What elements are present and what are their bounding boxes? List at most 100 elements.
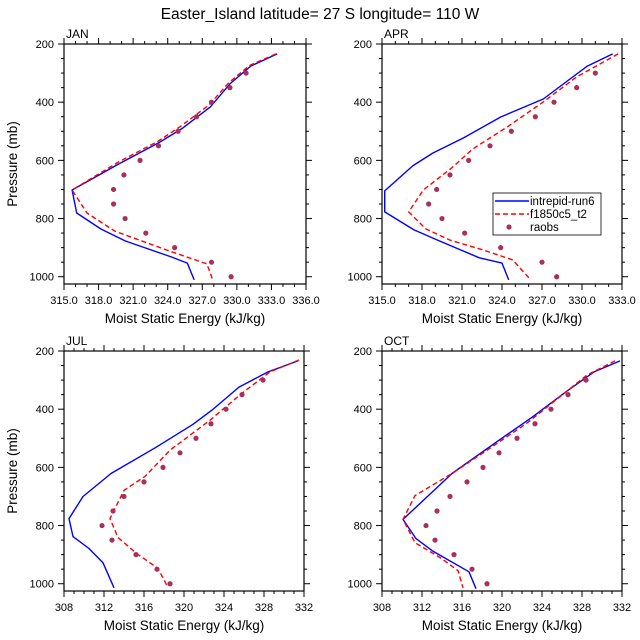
plot-frame <box>63 43 307 285</box>
x-axis-label: Moist Static Energy (kJ/kg) <box>422 618 583 633</box>
raobs-point <box>426 201 432 207</box>
x-tick-label: 318.0 <box>408 295 436 307</box>
y-tick-label: 400 <box>354 404 372 416</box>
raobs-point <box>110 508 116 514</box>
raobs-point <box>155 143 162 149</box>
x-tick-label: 320 <box>175 602 193 614</box>
raobs-point <box>121 172 127 178</box>
x-tick-label: 315.0 <box>368 295 396 307</box>
raobs-point <box>464 479 470 485</box>
raobs-point <box>110 201 117 207</box>
raobs-point <box>462 230 468 236</box>
series-group <box>384 53 619 281</box>
legend-label: raobs <box>530 222 559 234</box>
y-axis-label: Pressure (mb) <box>5 121 20 207</box>
raobs-point <box>432 537 438 543</box>
raobs-point <box>172 245 178 251</box>
raobs-point <box>175 128 181 134</box>
raobs-point <box>514 435 520 441</box>
y-axis-label: Pressure (mb) <box>5 428 20 514</box>
y-tick-label: 200 <box>36 346 54 358</box>
raobs-point <box>423 522 429 529</box>
raobs-point <box>583 377 589 383</box>
x-tick-label: 320 <box>493 602 511 614</box>
raobs-point <box>487 143 493 149</box>
intrepid-run6-line <box>384 53 614 281</box>
y-tick-label: 600 <box>354 462 372 474</box>
raobs-point <box>160 464 166 470</box>
panel-jul: JUL 308 312 316 320 324 328 332 200 400 600 800 1000… <box>5 334 313 633</box>
raobs-point <box>227 85 233 91</box>
raobs-point <box>122 215 128 222</box>
raobs-point <box>532 421 538 427</box>
y-tick-label: 800 <box>36 521 54 533</box>
legend-label: f1850c5_t2 <box>530 209 587 221</box>
x-tick-label: 321.0 <box>448 295 476 307</box>
figure-title: Easter_Island latitude= 27 S longitude= … <box>161 6 480 23</box>
raobs-point <box>574 85 580 91</box>
plot-frame <box>63 350 305 592</box>
raobs-point <box>208 421 214 427</box>
panel-jan: JAN 315.0 318.0 321.0 324.0 327.0 330.0 333.0 33… <box>5 27 320 326</box>
x-tick-label: 333.0 <box>608 295 636 307</box>
raobs-point <box>434 508 440 514</box>
y-tick-label: 1000 <box>30 272 54 284</box>
x-axis-label: Moist Static Energy (kJ/kg) <box>422 311 583 326</box>
raobs-point <box>121 493 127 500</box>
y-tick-label: 200 <box>36 39 54 51</box>
f1850c5-t2-line <box>71 53 277 281</box>
y-tick-label: 1000 <box>348 272 372 284</box>
panel-apr: APR 315.0 318.0 321.0 324.0 327.0 330.0 333.0 20… <box>348 27 636 326</box>
raobs-point <box>439 215 445 222</box>
raobs-point <box>554 274 560 280</box>
series-group <box>71 53 278 281</box>
legend-marker-raobs <box>506 224 512 230</box>
y-tick-label: 800 <box>354 214 372 226</box>
y-tick-label: 400 <box>36 97 54 109</box>
raobs-point <box>177 450 183 456</box>
x-tick-label: 332 <box>613 602 631 614</box>
raobs-point <box>469 566 475 572</box>
panel-title: JAN <box>66 27 89 41</box>
panel-title: OCT <box>384 334 410 348</box>
f1850c5-t2-line <box>408 53 619 280</box>
y-tick-label: 200 <box>354 346 372 358</box>
x-tick-label: 312 <box>95 602 113 614</box>
plot-frame <box>381 350 623 592</box>
raobs-point <box>208 99 215 105</box>
raobs-point <box>496 450 502 456</box>
x-tick-label: 315.0 <box>50 295 78 307</box>
x-tick-label: 321.0 <box>119 295 147 307</box>
raobs-point <box>154 566 160 572</box>
f1850c5-t2-line <box>109 359 300 587</box>
y-tick-label: 200 <box>354 39 372 51</box>
x-tick-label: 324.0 <box>154 295 182 307</box>
panel-title: APR <box>384 27 409 41</box>
raobs-point <box>539 259 545 265</box>
y-tick-label: 1000 <box>30 579 54 591</box>
intrepid-run6-line <box>71 53 278 281</box>
raobs-point <box>137 157 143 163</box>
raobs-point <box>484 581 490 587</box>
y-tick-label: 600 <box>36 462 54 474</box>
raobs-point <box>565 392 571 398</box>
raobs-point <box>434 186 440 193</box>
raobs-point <box>228 274 234 280</box>
legend-label: intrepid-run6 <box>530 196 595 208</box>
x-tick-label: 336.0 <box>292 295 320 307</box>
raobs-point <box>239 392 245 398</box>
f1850c5-t2-line <box>402 360 616 588</box>
x-tick-label: 333.0 <box>258 295 286 307</box>
x-tick-label: 324 <box>533 602 551 614</box>
y-tick-label: 600 <box>354 155 372 167</box>
x-tick-label: 328 <box>573 602 591 614</box>
x-tick-label: 327.0 <box>189 295 217 307</box>
raobs-point <box>167 581 173 587</box>
y-tick-label: 400 <box>354 97 372 109</box>
raobs-point <box>110 186 117 193</box>
x-tick-label: 328 <box>255 602 273 614</box>
raobs-point <box>99 522 105 529</box>
raobs-point <box>133 552 139 558</box>
